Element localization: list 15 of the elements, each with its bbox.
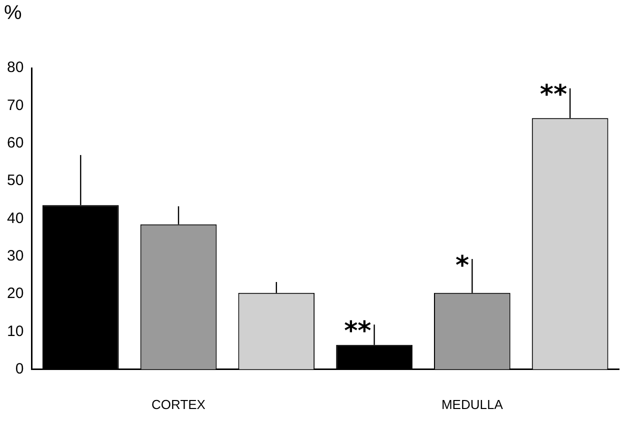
y-tick-label: 40 [6,210,24,227]
annotation: ** [344,316,372,346]
y-tick-label: 80 [6,59,24,76]
annotation: ** [540,80,568,110]
y-tick-label: 50 [6,172,24,190]
y-axis-title: % [4,2,22,25]
y-tick-label: 60 [6,134,24,152]
y-tick-label: 30 [6,248,24,265]
y-tick-label: 10 [6,322,24,340]
x-tick-label: CORTEX [152,396,206,412]
annotation: * [456,250,470,281]
y-tick-label: 20 [6,285,24,302]
y-tick-label: 0 [15,360,24,378]
x-tick-label: MEDULLA [441,396,504,412]
y-tick-label: 70 [6,96,24,114]
